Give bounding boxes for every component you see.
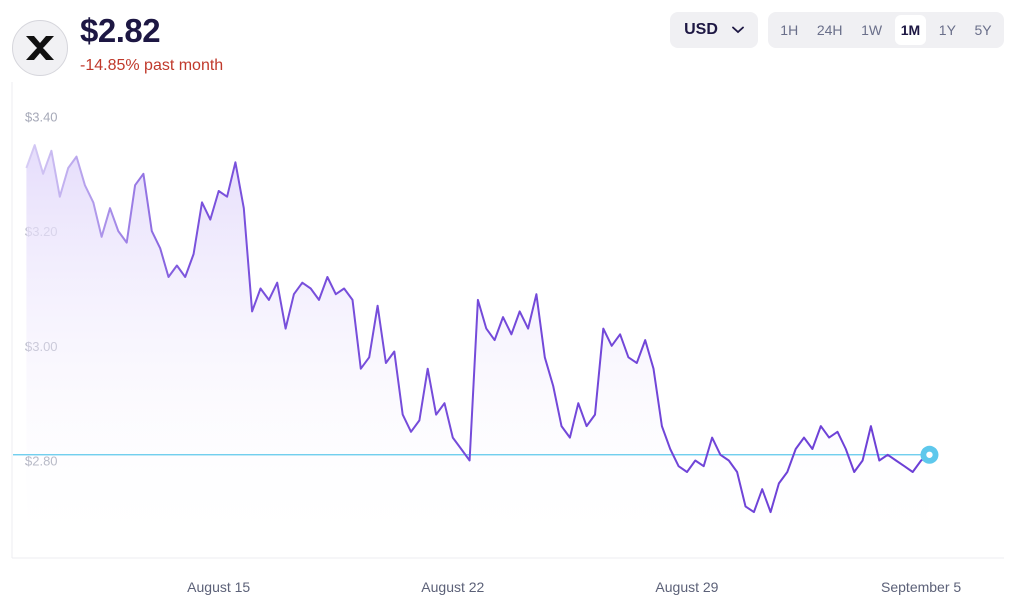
chevron-down-icon (731, 26, 744, 34)
current-price: $2.82 (80, 12, 161, 49)
currency-select[interactable]: USD (670, 12, 758, 48)
currency-value: USD (684, 21, 718, 38)
x-glyph (26, 36, 54, 60)
x-tick-label: August 15 (187, 579, 250, 595)
range-1m[interactable]: 1M (894, 15, 927, 45)
range-1y[interactable]: 1Y (938, 22, 956, 38)
range-24h[interactable]: 24H (816, 22, 843, 38)
price-line (25, 144, 931, 514)
current-point[interactable] (926, 451, 933, 458)
x-tick-label: September 5 (881, 579, 961, 595)
range-1w[interactable]: 1W (861, 22, 883, 38)
xrp-logo-icon (12, 20, 68, 76)
x-tick-label: August 29 (655, 579, 718, 595)
range-selector: 1H 24H 1W 1M 1Y 5Y (768, 12, 1004, 48)
x-tick-label: August 22 (421, 579, 484, 595)
range-1h[interactable]: 1H (780, 22, 799, 38)
y-tick-label: $3.40 (25, 109, 58, 124)
range-5y[interactable]: 5Y (974, 22, 992, 38)
price-change: -14.85% past month (80, 57, 224, 74)
price-area (26, 145, 930, 558)
